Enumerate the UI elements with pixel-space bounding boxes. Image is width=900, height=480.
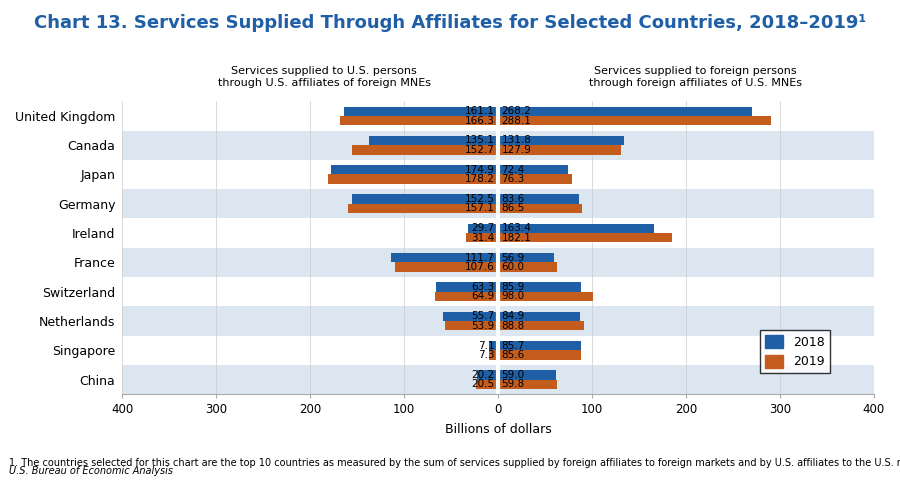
Bar (500, 194, 579, 204)
Bar (395, 263, 496, 272)
Bar (339, 116, 496, 125)
Bar (122, 160, 874, 189)
Bar (468, 224, 496, 233)
X-axis label: Billions of dollars: Billions of dollars (445, 423, 552, 436)
Text: 182.1: 182.1 (501, 233, 531, 243)
Bar (500, 321, 584, 330)
Bar (500, 292, 592, 301)
Bar (500, 224, 654, 233)
Text: 111.7: 111.7 (465, 252, 495, 263)
Text: 59.8: 59.8 (501, 379, 525, 389)
Text: 29.7: 29.7 (472, 223, 495, 233)
Text: 56.9: 56.9 (501, 252, 525, 263)
Bar (122, 306, 874, 336)
Text: U.S. Bureau of Economic Analysis: U.S. Bureau of Economic Analysis (9, 466, 173, 476)
Legend: 2018, 2019: 2018, 2019 (760, 330, 830, 373)
Bar (122, 218, 874, 248)
Text: 55.7: 55.7 (472, 312, 495, 321)
Bar (122, 365, 874, 394)
Bar (489, 350, 496, 360)
Text: 85.7: 85.7 (501, 341, 525, 350)
Bar (122, 189, 874, 218)
Text: 174.9: 174.9 (465, 165, 495, 175)
Bar (122, 277, 874, 306)
Bar (353, 194, 496, 204)
Text: 31.4: 31.4 (472, 233, 495, 243)
Bar (328, 175, 496, 184)
Bar (331, 165, 496, 175)
Bar (500, 263, 557, 272)
Text: 107.6: 107.6 (465, 262, 495, 272)
Text: 98.0: 98.0 (501, 291, 525, 301)
Text: 85.6: 85.6 (501, 350, 525, 360)
Text: 163.4: 163.4 (501, 223, 531, 233)
Text: 131.8: 131.8 (501, 135, 531, 145)
Text: 178.2: 178.2 (465, 174, 495, 184)
Bar (444, 312, 496, 321)
Bar (500, 282, 581, 292)
Bar (352, 145, 496, 155)
Text: Chart 13. Services Supplied Through Affiliates for Selected Countries, 2018–2019: Chart 13. Services Supplied Through Affi… (34, 14, 866, 33)
Bar (446, 321, 496, 330)
Bar (500, 165, 569, 175)
Bar (500, 350, 580, 360)
Bar (122, 131, 874, 160)
Bar (500, 312, 580, 321)
Bar (500, 136, 625, 145)
Text: 20.5: 20.5 (472, 379, 495, 389)
Text: Services supplied to foreign persons
through foreign affiliates of U.S. MNEs: Services supplied to foreign persons thr… (589, 66, 802, 88)
Text: 64.9: 64.9 (472, 291, 495, 301)
Text: 157.1: 157.1 (465, 204, 495, 214)
Bar (500, 341, 581, 350)
Bar (122, 248, 874, 277)
Bar (435, 292, 496, 301)
Text: 161.1: 161.1 (465, 106, 495, 116)
Bar (476, 380, 496, 389)
Text: 84.9: 84.9 (501, 312, 525, 321)
Text: 63.3: 63.3 (472, 282, 495, 292)
Text: 135.1: 135.1 (465, 135, 495, 145)
Text: 268.2: 268.2 (501, 106, 531, 116)
Bar (345, 107, 496, 116)
Bar (500, 175, 572, 184)
Text: 60.0: 60.0 (501, 262, 525, 272)
Text: 288.1: 288.1 (501, 116, 531, 126)
Text: 83.6: 83.6 (501, 194, 525, 204)
Bar (500, 233, 671, 242)
Bar (500, 253, 554, 263)
Text: 53.9: 53.9 (472, 321, 495, 331)
Bar (500, 145, 621, 155)
Bar (466, 233, 496, 242)
Bar (348, 204, 496, 213)
Bar (369, 136, 496, 145)
Text: 1. The countries selected for this chart are the top 10 countries as measured by: 1. The countries selected for this chart… (9, 458, 900, 468)
Bar (122, 101, 874, 131)
Text: 20.2: 20.2 (472, 370, 495, 380)
Bar (500, 204, 581, 213)
Text: 72.4: 72.4 (501, 165, 525, 175)
Bar (436, 282, 496, 292)
Bar (477, 370, 496, 380)
Text: Services supplied to U.S. persons
through U.S. affiliates of foreign MNEs: Services supplied to U.S. persons throug… (218, 66, 431, 88)
Bar (122, 336, 874, 365)
Text: 88.8: 88.8 (501, 321, 525, 331)
Bar (500, 380, 556, 389)
Text: 86.5: 86.5 (501, 204, 525, 214)
Text: 7.1: 7.1 (478, 341, 495, 350)
Bar (500, 370, 556, 380)
Text: 59.0: 59.0 (501, 370, 525, 380)
Bar (500, 116, 771, 125)
Bar (391, 253, 496, 263)
Text: 76.3: 76.3 (501, 174, 525, 184)
Text: 127.9: 127.9 (501, 145, 531, 155)
Bar (500, 107, 752, 116)
Text: 152.5: 152.5 (465, 194, 495, 204)
Text: 166.3: 166.3 (465, 116, 495, 126)
Text: 7.3: 7.3 (478, 350, 495, 360)
Bar (489, 341, 496, 350)
Text: 152.7: 152.7 (465, 145, 495, 155)
Text: 85.9: 85.9 (501, 282, 525, 292)
